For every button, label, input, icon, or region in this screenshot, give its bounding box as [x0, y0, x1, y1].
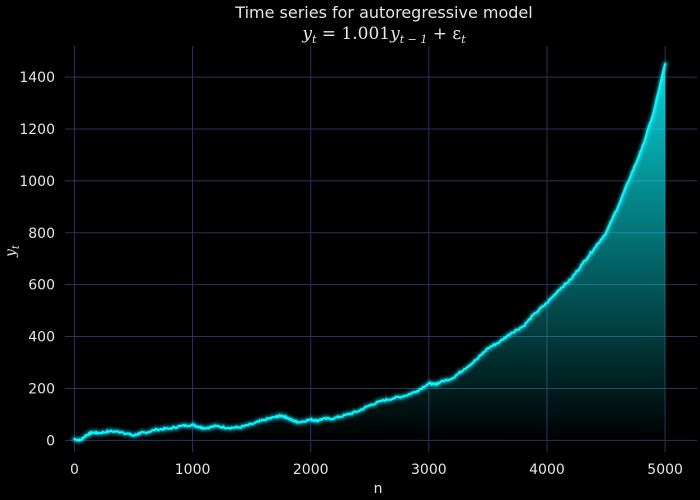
y-tick-label: 200	[28, 381, 55, 397]
x-axis-label: n	[374, 481, 383, 497]
y-tick-label: 1000	[19, 174, 55, 190]
x-gridlines	[73, 46, 666, 452]
y-tick-label: 0	[46, 433, 55, 449]
y-tick-label: 600	[28, 278, 55, 294]
y-tick-label: 800	[28, 226, 55, 242]
area-fill	[74, 64, 666, 441]
x-tick-label: 4000	[529, 462, 565, 478]
chart-title: Time series for autoregressive model	[234, 3, 532, 22]
y-tick-label: 1400	[19, 70, 55, 86]
y-tick-labels: 0 200 400 600 800 1000 1200 1400	[19, 70, 55, 449]
y-axis-label: yt	[3, 244, 22, 258]
y-tick-label: 400	[28, 330, 55, 346]
x-tick-labels: 0 1000 2000 3000 4000 5000	[70, 462, 683, 478]
y-tick-label: 1200	[19, 122, 55, 138]
x-tick-label: 5000	[647, 462, 683, 478]
chart-subtitle: yt = 1.001yt − 1 + εt	[301, 24, 466, 46]
series-line	[73, 63, 667, 442]
x-tick-label: 0	[70, 462, 79, 478]
x-tick-label: 1000	[175, 462, 211, 478]
x-tick-label: 2000	[293, 462, 329, 478]
x-tick-label: 3000	[411, 462, 447, 478]
